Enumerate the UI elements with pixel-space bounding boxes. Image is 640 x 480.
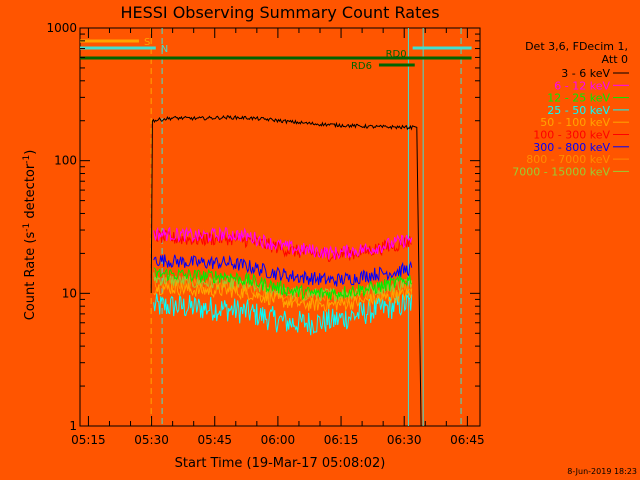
y-tick-label-1: 10 (62, 286, 77, 300)
footer-timestamp: 8-Jun-2019 18:23 (567, 467, 637, 476)
series-line-4 (153, 281, 413, 313)
legend-header-line1: Det 3,6, FDecim 1, (525, 40, 628, 53)
y-tick-label-3: 1000 (46, 21, 77, 35)
chart-title: HESSI Observing Summary Count Rates (120, 3, 439, 22)
legend-label-7: 800 - 7000 keV (526, 153, 610, 166)
flag-label-4: RD6 (351, 61, 372, 72)
x-tick-label-5: 06:30 (387, 433, 422, 447)
flag-label-1: N (161, 44, 168, 55)
flag-label-3: RD0 (386, 49, 407, 60)
series-lines (150, 115, 422, 427)
x-tick-label-2: 05:45 (197, 433, 232, 447)
y-tick-label-2: 100 (54, 154, 77, 168)
flag-label-0: S (144, 37, 150, 48)
legend-label-1: 6 - 12 keV (554, 79, 610, 92)
legend-label-0: 3 - 6 keV (561, 67, 610, 80)
x-tick-label-6: 06:45 (450, 433, 485, 447)
legend-label-2: 12 - 25 keV (547, 92, 610, 105)
series-line-6 (153, 254, 413, 287)
series-line-1 (153, 226, 413, 260)
flag-bars: SN RD0 RD6 (80, 37, 472, 72)
x-axis-label: Start Time (19-Mar-17 05:08:02) (175, 456, 386, 471)
series-line-5 (153, 229, 412, 262)
x-tick-label-1: 05:30 (134, 433, 169, 447)
legend-label-4: 50 - 100 keV (540, 116, 610, 129)
legend-label-8: 7000 - 15000 keV (512, 165, 610, 178)
legend-label-6: 300 - 800 keV (533, 141, 610, 154)
legend-label-3: 25 - 50 keV (547, 104, 610, 117)
vertical-markers (150, 28, 462, 426)
legend-header-line2: Att 0 (602, 53, 628, 66)
legend-label-5: 100 - 300 keV (533, 129, 610, 142)
x-tick-label-4: 06:15 (324, 433, 359, 447)
series-line-0 (150, 115, 422, 427)
y-axis-label: Count Rate (s-1 detector-1) (22, 150, 38, 321)
x-tick-label-3: 06:00 (261, 433, 296, 447)
y-tick-label-0: 1 (69, 419, 77, 433)
plot-frame (79, 27, 481, 427)
axis-ticks: 1 10 100 1000 05:15 05:30 05:45 06:00 06:15 06:30… (46, 21, 484, 447)
series-line-2 (153, 267, 413, 301)
x-tick-label-0: 05:15 (71, 433, 106, 447)
